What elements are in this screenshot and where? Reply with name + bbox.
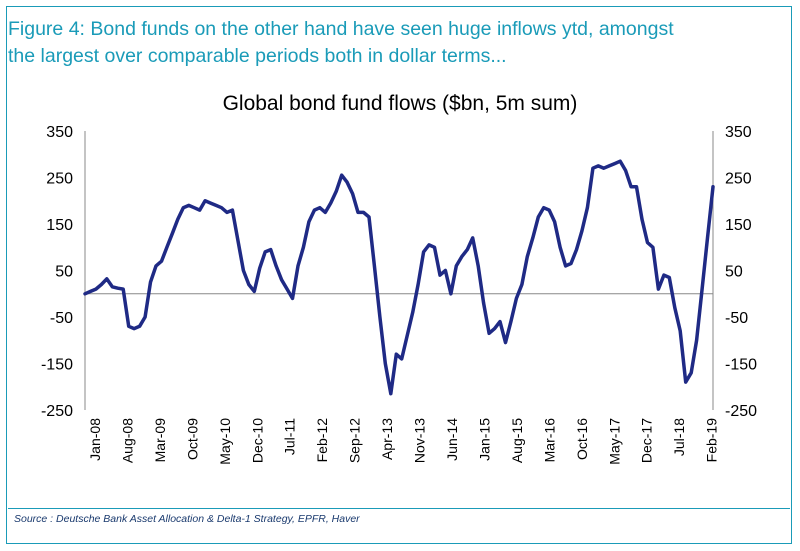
x-tick-label: Aug-08 <box>119 418 135 463</box>
x-tick-label: Feb-12 <box>314 418 330 463</box>
y-tick-label-left: -50 <box>50 310 73 327</box>
source-note: Source : Deutsche Bank Asset Allocation … <box>14 513 360 525</box>
y-tick-label-left: 50 <box>55 264 73 281</box>
x-tick-label: Mar-09 <box>152 418 168 463</box>
x-tick-label: Nov-13 <box>412 418 428 463</box>
y-tick-label-right: -250 <box>725 403 757 420</box>
y-tick-label-right: 50 <box>725 264 743 281</box>
y-tick-label-right: 250 <box>725 171 752 188</box>
y-tick-label-right: -150 <box>725 357 757 374</box>
y-tick-label-left: 350 <box>46 124 73 141</box>
x-tick-label: Jun-14 <box>444 418 460 461</box>
source-divider <box>8 508 790 509</box>
y-tick-label-left: -250 <box>41 403 73 420</box>
x-tick-label: Oct-16 <box>574 418 590 460</box>
x-tick-label: Jan-15 <box>476 418 492 461</box>
y-tick-label-left: -150 <box>41 357 73 374</box>
x-tick-label: Oct-09 <box>184 418 200 460</box>
y-tick-label-right: 150 <box>725 217 752 234</box>
x-tick-label: Aug-15 <box>509 418 525 463</box>
figure-title: Figure 4: Bond funds on the other hand h… <box>8 18 674 67</box>
y-tick-label-right: -50 <box>725 310 748 327</box>
x-tick-label: Dec-17 <box>639 418 655 463</box>
x-tick-label: Mar-16 <box>541 418 557 463</box>
x-tick-label: Feb-19 <box>704 418 720 463</box>
series-line-bond-flows <box>83 159 715 396</box>
x-tick-label: Jul-11 <box>282 418 298 455</box>
x-tick-label: May-17 <box>606 418 622 465</box>
x-tick-label: Sep-12 <box>347 418 363 463</box>
x-tick-label: Jul-18 <box>671 418 687 456</box>
x-tick-label: Jan-08 <box>87 418 103 461</box>
figure-frame <box>6 6 792 544</box>
x-tick-label: Dec-10 <box>249 418 265 463</box>
x-tick-label: Apr-13 <box>379 418 395 460</box>
y-tick-label-left: 250 <box>46 171 73 188</box>
x-tick-label: May-10 <box>217 418 233 465</box>
y-tick-label-right: 350 <box>725 124 752 141</box>
y-tick-label-left: 150 <box>46 217 73 234</box>
chart-title: Global bond fund flows ($bn, 5m sum) <box>222 92 578 115</box>
